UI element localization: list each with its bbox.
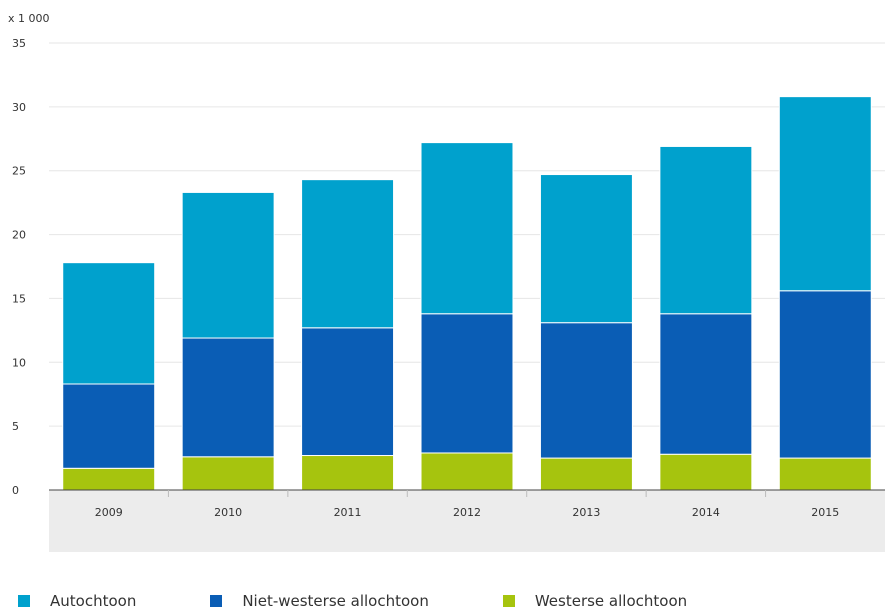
legend-label: Niet-westerse allochtoon bbox=[242, 592, 429, 610]
bar-segment[interactable] bbox=[778, 96, 872, 292]
bar-segment[interactable] bbox=[420, 452, 514, 491]
bar-segment[interactable] bbox=[301, 327, 395, 457]
x-tick-label: 2009 bbox=[95, 506, 123, 519]
bar-segment[interactable] bbox=[778, 290, 872, 459]
bar-segment[interactable] bbox=[420, 142, 514, 315]
x-tick-label: 2010 bbox=[214, 506, 242, 519]
bar-segment[interactable] bbox=[659, 453, 753, 491]
bar-segment[interactable] bbox=[659, 313, 753, 455]
bar-segment[interactable] bbox=[62, 467, 156, 491]
y-tick-label: 0 bbox=[12, 484, 19, 497]
x-tick-label: 2012 bbox=[453, 506, 481, 519]
legend-item-autochtoon[interactable]: Autochtoon bbox=[18, 592, 136, 610]
bar-segment[interactable] bbox=[62, 262, 156, 385]
bar-segment[interactable] bbox=[301, 179, 395, 329]
bars bbox=[62, 96, 872, 491]
bar-segment[interactable] bbox=[420, 313, 514, 454]
y-tick-label: 5 bbox=[12, 420, 19, 433]
y-tick-label: 20 bbox=[12, 229, 26, 242]
x-tick-label: 2013 bbox=[572, 506, 600, 519]
legend-swatch-icon bbox=[210, 595, 223, 607]
legend-swatch-icon bbox=[18, 595, 30, 607]
legend-item-niet-westerse[interactable]: Niet-westerse allochtoon bbox=[210, 592, 429, 610]
x-tick-label: 2014 bbox=[692, 506, 720, 519]
y-tick-label: 15 bbox=[12, 292, 26, 305]
legend-swatch-icon bbox=[502, 595, 515, 607]
bar-segment[interactable] bbox=[659, 145, 753, 315]
bar-segment[interactable] bbox=[539, 322, 633, 459]
bar-segment[interactable] bbox=[181, 191, 275, 339]
y-axis-ticks: 0 5 10 15 20 25 30 35 bbox=[12, 37, 26, 497]
legend-item-westerse[interactable]: Westerse allochtoon bbox=[502, 592, 688, 610]
y-axis-unit-label: x 1 000 bbox=[8, 12, 50, 25]
bar-segment[interactable] bbox=[539, 174, 633, 324]
y-tick-label: 35 bbox=[12, 37, 26, 50]
legend: Autochtoon Niet-westerse allochtoon West… bbox=[18, 592, 761, 610]
bar-segment[interactable] bbox=[778, 457, 872, 491]
y-tick-label: 10 bbox=[12, 356, 26, 369]
x-axis-band bbox=[49, 490, 885, 552]
x-tick-label: 2015 bbox=[811, 506, 839, 519]
bar-segment[interactable] bbox=[301, 455, 395, 491]
legend-label: Autochtoon bbox=[50, 592, 137, 610]
x-axis-ticks: 2009 2010 2011 2012 2013 2014 2015 bbox=[95, 490, 839, 519]
bar-segment[interactable] bbox=[539, 457, 633, 491]
bar-segment[interactable] bbox=[62, 383, 156, 469]
x-tick-label: 2011 bbox=[334, 506, 362, 519]
bar-segment[interactable] bbox=[181, 337, 275, 458]
legend-label: Westerse allochtoon bbox=[534, 592, 688, 610]
bar-segment[interactable] bbox=[181, 456, 275, 491]
y-tick-label: 25 bbox=[12, 165, 26, 178]
y-tick-label: 30 bbox=[12, 101, 26, 114]
